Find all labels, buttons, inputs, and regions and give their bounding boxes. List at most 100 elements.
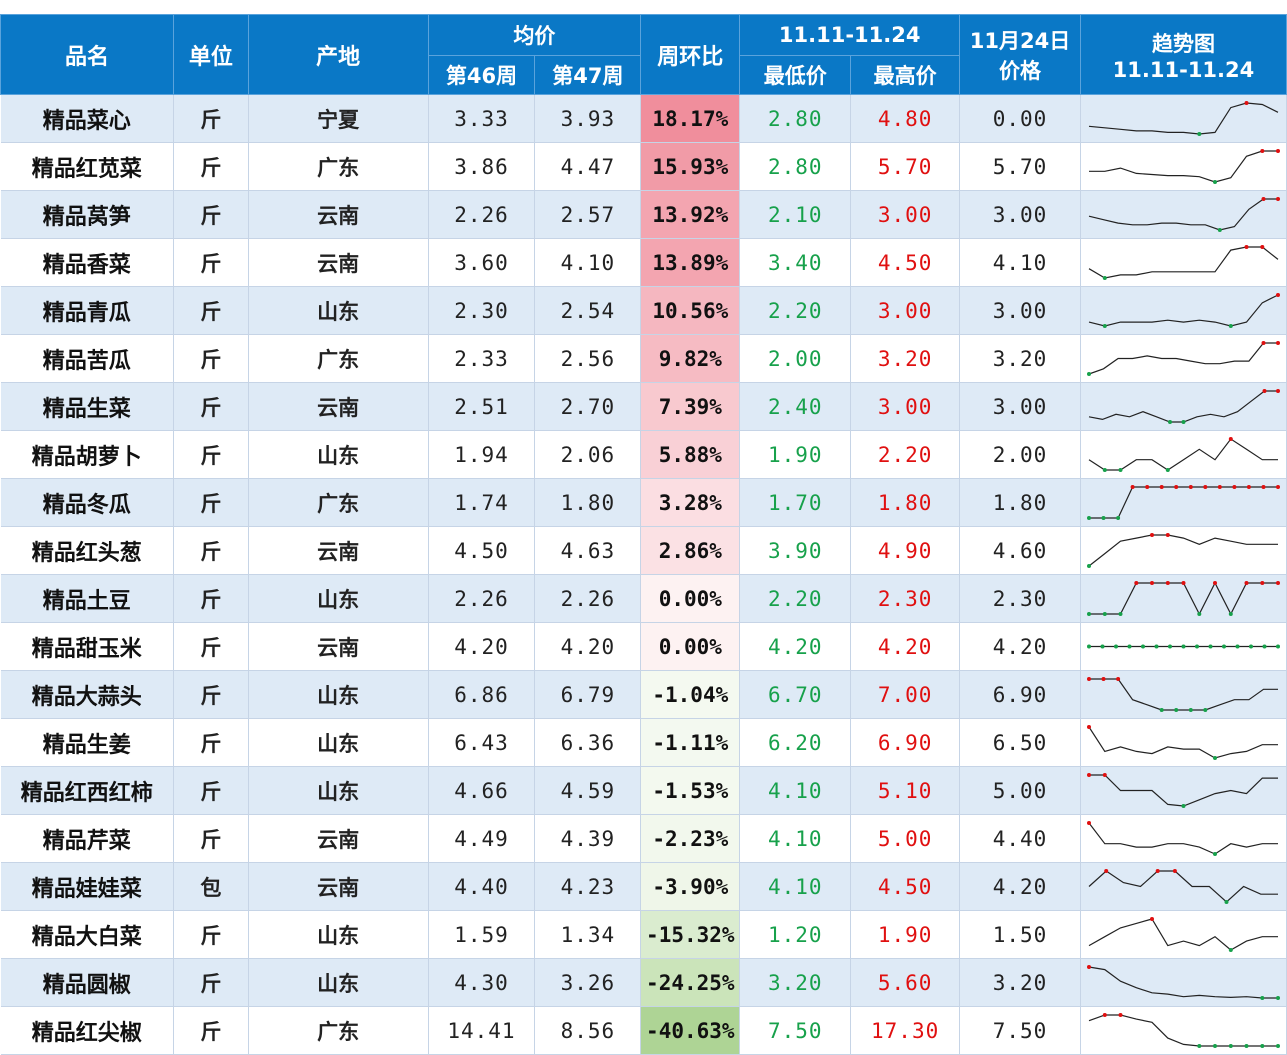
- sparkline-min-point: [1235, 644, 1240, 649]
- cell-unit: 斤: [173, 238, 249, 287]
- sparkline-max-point: [1260, 581, 1265, 585]
- cell-week46: 1.74: [428, 478, 536, 527]
- sparkline-max-point: [1149, 533, 1154, 537]
- sparkline-max-point: [1244, 581, 1249, 585]
- cell-low: 2.10: [739, 190, 852, 239]
- cell-nov24-price: 4.60: [959, 526, 1081, 575]
- trend-sparkline: [1080, 238, 1287, 287]
- cell-low: 3.40: [739, 238, 852, 287]
- cell-unit: 包: [173, 862, 249, 911]
- cell-week47: 1.80: [534, 478, 642, 527]
- sparkline-line: [1088, 774, 1278, 807]
- sparkline-max-point: [1260, 149, 1265, 153]
- cell-week47: 6.79: [534, 670, 642, 719]
- sparkline-min-point: [1102, 324, 1107, 328]
- cell-name: 精品菜心: [0, 94, 174, 143]
- cell-week47: 4.39: [534, 814, 642, 863]
- cell-nov24-price: 3.20: [959, 958, 1081, 1007]
- trend-sparkline: [1080, 526, 1287, 575]
- sparkline-max-point: [1188, 485, 1193, 489]
- cell-low: 2.20: [739, 574, 852, 623]
- cell-week47: 2.26: [534, 574, 642, 623]
- cell-week47: 2.70: [534, 382, 642, 431]
- cell-name: 精品青瓜: [0, 286, 174, 335]
- cell-origin: 云南: [248, 526, 429, 575]
- cell-week-over-week: 2.86%: [640, 526, 741, 575]
- sparkline-min-point: [1221, 644, 1226, 649]
- sparkline-chart: [1086, 644, 1280, 649]
- table-row: 精品生菜斤云南 2.51 2.70 7.39% 2.40 3.00 3.00: [0, 382, 1287, 431]
- trend-sparkline: [1080, 94, 1287, 143]
- cell-origin: 宁夏: [248, 94, 429, 143]
- cell-week47: 3.93: [534, 94, 642, 143]
- sparkline-max-point: [1275, 485, 1280, 489]
- sparkline-chart: [1088, 437, 1278, 472]
- sparkline-max-point: [1086, 725, 1091, 729]
- sparkline-max-point: [1145, 485, 1150, 489]
- cell-name: 精品红头葱: [0, 526, 174, 575]
- header-origin: 产地: [247, 14, 429, 95]
- trend-sparkline: [1080, 862, 1287, 911]
- cell-unit: 斤: [173, 478, 249, 527]
- sparkline-min-point: [1228, 324, 1233, 328]
- sparkline-chart: [1088, 197, 1280, 232]
- sparkline-min-point: [1203, 708, 1208, 712]
- cell-week47: 2.57: [534, 190, 642, 239]
- table-row: 精品土豆斤山东 2.26 2.26 0.00% 2.20 2.30 2.30: [0, 574, 1287, 623]
- cell-low: 1.20: [739, 910, 852, 959]
- sparkline-max-point: [1232, 485, 1237, 489]
- sparkline-min-point: [1140, 644, 1145, 649]
- header-average: 均价: [427, 14, 642, 56]
- cell-name: 精品冬瓜: [0, 478, 174, 527]
- cell-low: 4.20: [739, 622, 852, 671]
- sparkline-line: [1088, 486, 1278, 519]
- sparkline-max-point: [1261, 341, 1266, 345]
- sparkline-line: [1088, 678, 1278, 711]
- cell-high: 5.10: [850, 766, 961, 815]
- sparkline-min-point: [1260, 996, 1265, 1000]
- cell-nov24-price: 0.00: [959, 94, 1081, 143]
- sparkline-min-point: [1167, 420, 1172, 424]
- cell-week-over-week: 13.89%: [640, 238, 741, 287]
- sparkline-min-point: [1212, 756, 1217, 760]
- cell-high: 4.50: [850, 238, 961, 287]
- cell-high: 17.30: [850, 1006, 961, 1055]
- sparkline-max-point: [1181, 581, 1186, 585]
- cell-unit: 斤: [173, 382, 249, 431]
- sparkline-line: [1088, 246, 1279, 279]
- cell-week47: 2.54: [534, 286, 642, 335]
- sparkline-min-point: [1197, 612, 1202, 616]
- table-row: 精品红西红柿斤山东 4.66 4.59 -1.53% 4.10 5.10 5.00: [0, 766, 1287, 815]
- header-trend-line2: 11.11-11.24: [1112, 57, 1255, 82]
- sparkline-max-point: [1244, 245, 1249, 249]
- table-row: 精品圆椒斤山东 4.30 3.26 -24.25% 3.20 5.60 3.20: [0, 958, 1287, 1007]
- cell-unit: 斤: [173, 814, 249, 863]
- cell-name: 精品娃娃菜: [0, 862, 174, 911]
- table-row: 精品红尖椒斤广东 14.41 8.56 -40.63% 7.50 17.30 7.50: [0, 1006, 1287, 1055]
- cell-week47: 3.26: [534, 958, 642, 1007]
- sparkline-line: [1088, 342, 1278, 375]
- cell-nov24-price: 2.00: [959, 430, 1081, 479]
- header-week46: 第46周: [427, 55, 536, 95]
- cell-origin: 山东: [248, 718, 429, 767]
- cell-nov24-price: 3.00: [959, 190, 1081, 239]
- header-week-over-week: 周环比: [640, 14, 741, 95]
- sparkline-max-point: [1212, 581, 1217, 585]
- sparkline-min-point: [1181, 644, 1186, 649]
- sparkline-min-point: [1197, 1044, 1202, 1048]
- sparkline-min-point: [1181, 804, 1186, 808]
- sparkline-max-point: [1086, 821, 1091, 825]
- cell-name: 精品胡萝卜: [0, 430, 174, 479]
- sparkline-max-point: [1130, 485, 1135, 489]
- sparkline-min-point: [1262, 644, 1267, 649]
- cell-high: 5.00: [850, 814, 961, 863]
- sparkline-min-point: [1116, 516, 1121, 520]
- trend-sparkline: [1080, 814, 1287, 863]
- cell-unit: 斤: [173, 958, 249, 1007]
- sparkline-max-point: [1159, 485, 1164, 489]
- cell-unit: 斤: [173, 286, 249, 335]
- sparkline-chart: [1088, 869, 1278, 904]
- sparkline-min-point: [1217, 228, 1222, 232]
- sparkline-chart: [1086, 581, 1280, 616]
- cell-unit: 斤: [173, 94, 249, 143]
